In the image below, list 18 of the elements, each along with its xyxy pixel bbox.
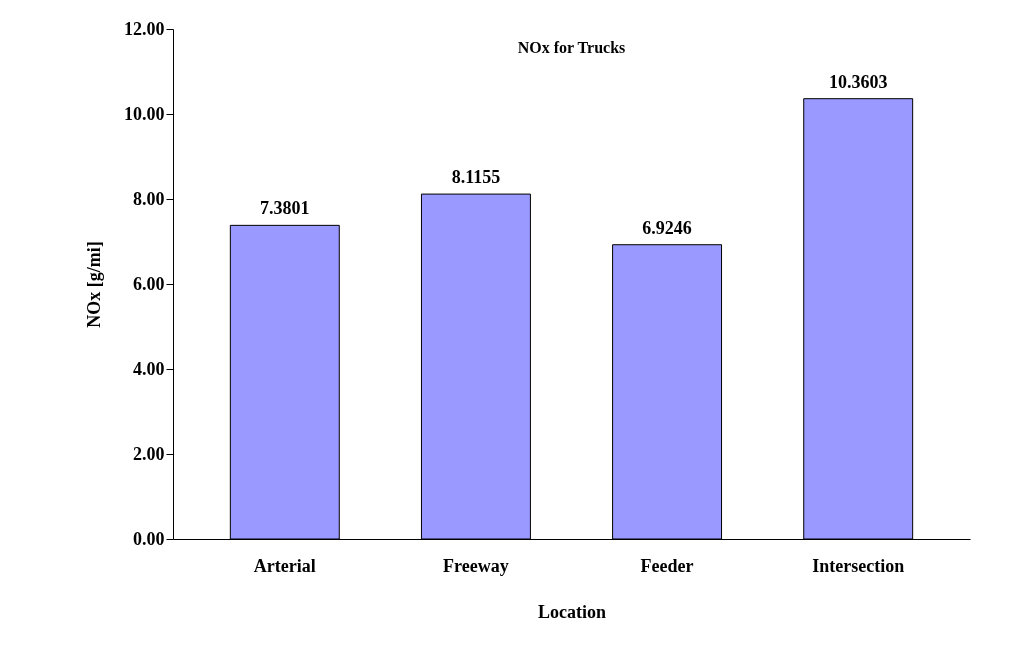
text: NOx for Trucks [517, 39, 626, 56]
y-tick-label: 4.00 [133, 358, 165, 379]
y-axis-title: NOx [g/mi] [84, 241, 104, 328]
x-axis-title: Location [537, 601, 607, 622]
data-label: 8.1155 [451, 167, 501, 188]
y-tick-label: 12.00 [124, 18, 165, 39]
x-tick-label: Freeway [443, 555, 509, 576]
y-tick-label: 8.00 [133, 188, 165, 209]
x-tick-label: Arterial [253, 555, 316, 576]
x-tick-label: Intersection [812, 555, 905, 576]
y-tick-label: 0.00 [133, 528, 165, 549]
data-label: 6.9246 [642, 217, 692, 238]
data-label: 10.3603 [828, 71, 888, 92]
y-tick-label: 10.00 [124, 103, 165, 124]
y-tick-label: 6.00 [133, 273, 165, 294]
y-tick-label: 2.00 [133, 443, 165, 464]
data-label: 7.3801 [260, 198, 310, 219]
x-tick-label: Feeder [640, 555, 694, 576]
